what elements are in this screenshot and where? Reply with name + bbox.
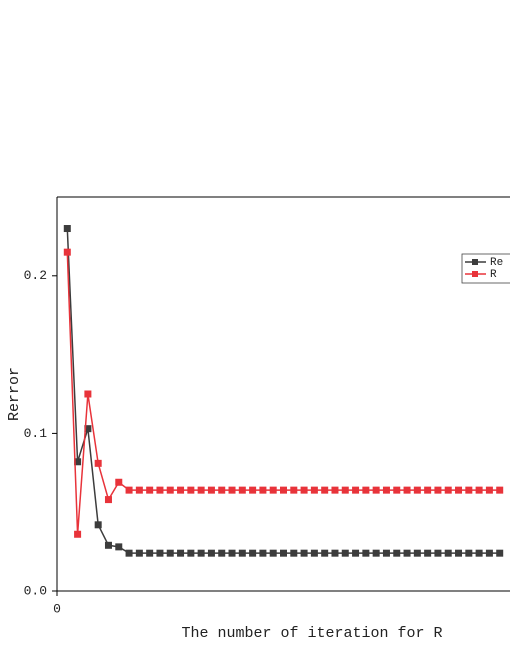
point-marker: [177, 549, 185, 557]
point-marker: [269, 549, 277, 557]
point-marker: [63, 248, 71, 256]
point-marker: [475, 549, 483, 557]
point-marker: [424, 549, 432, 557]
point-marker: [413, 549, 421, 557]
point-marker: [290, 486, 298, 494]
point-marker: [362, 549, 370, 557]
point-marker: [269, 486, 277, 494]
point-marker: [465, 486, 473, 494]
point-marker: [485, 486, 493, 494]
point-marker: [74, 530, 82, 538]
point-marker: [455, 486, 463, 494]
x-axis-label: The number of iteration for R: [181, 625, 442, 642]
point-marker: [413, 486, 421, 494]
point-marker: [259, 486, 267, 494]
point-marker: [197, 549, 205, 557]
point-marker: [218, 486, 226, 494]
point-marker: [238, 486, 246, 494]
point-marker: [187, 549, 195, 557]
point-marker: [156, 486, 164, 494]
point-marker: [321, 486, 329, 494]
point-marker: [249, 486, 257, 494]
point-marker: [166, 486, 174, 494]
point-marker: [321, 549, 329, 557]
point-marker: [125, 549, 133, 557]
point-marker: [84, 390, 92, 398]
point-marker: [290, 549, 298, 557]
point-marker: [104, 496, 112, 504]
point-marker: [300, 486, 308, 494]
point-marker: [372, 486, 380, 494]
point-marker: [125, 486, 133, 494]
point-marker: [187, 486, 195, 494]
point-marker: [382, 549, 390, 557]
point-marker: [372, 549, 380, 557]
point-marker: [63, 225, 71, 233]
point-marker: [249, 549, 257, 557]
point-marker: [444, 486, 452, 494]
legend-label: R: [490, 269, 497, 281]
point-marker: [352, 549, 360, 557]
point-marker: [444, 549, 452, 557]
point-marker: [207, 486, 215, 494]
series-line: [66, 228, 500, 554]
point-marker: [156, 549, 164, 557]
point-marker: [496, 486, 504, 494]
point-marker: [74, 458, 82, 466]
point-marker: [310, 486, 318, 494]
point-marker: [393, 486, 401, 494]
point-marker: [352, 486, 360, 494]
y-tick-label: 0.2: [24, 268, 47, 283]
point-marker: [341, 549, 349, 557]
y-tick-label: 0.1: [24, 426, 48, 441]
point-marker: [177, 486, 185, 494]
legend-box: [461, 253, 510, 284]
point-marker: [310, 549, 318, 557]
point-marker: [485, 549, 493, 557]
point-marker: [341, 486, 349, 494]
point-marker: [280, 486, 287, 494]
point-marker: [146, 549, 154, 557]
point-marker: [197, 486, 205, 494]
point-marker: [84, 425, 92, 433]
point-marker: [403, 486, 411, 494]
point-marker: [238, 549, 246, 557]
legend-label: Re: [490, 257, 503, 269]
point-marker: [465, 549, 473, 557]
point-marker: [228, 549, 236, 557]
point-marker: [146, 486, 154, 494]
point-marker: [207, 549, 215, 557]
point-marker: [115, 543, 123, 551]
point-marker: [331, 549, 339, 557]
point-marker: [331, 486, 339, 494]
point-marker: [115, 478, 123, 486]
legend-marker: [472, 259, 478, 265]
point-marker: [218, 549, 226, 557]
point-marker: [135, 486, 143, 494]
y-axis-label: Rerror: [6, 367, 23, 421]
point-marker: [434, 486, 442, 494]
point-marker: [94, 459, 102, 467]
point-marker: [475, 486, 483, 494]
point-marker: [228, 486, 236, 494]
point-marker: [300, 549, 308, 557]
point-marker: [382, 486, 390, 494]
point-marker: [434, 549, 442, 557]
point-marker: [280, 549, 287, 557]
point-marker: [403, 549, 411, 557]
point-marker: [104, 541, 112, 549]
x-tick-label: 0: [53, 601, 61, 616]
point-marker: [135, 549, 143, 557]
point-marker: [424, 486, 432, 494]
point-marker: [259, 549, 267, 557]
point-marker: [393, 549, 401, 557]
point-marker: [455, 549, 463, 557]
point-marker: [362, 486, 370, 494]
point-marker: [166, 549, 174, 557]
legend-marker: [472, 271, 478, 277]
point-marker: [496, 549, 504, 557]
y-tick-label: 0.0: [24, 583, 47, 598]
point-marker: [94, 521, 102, 529]
